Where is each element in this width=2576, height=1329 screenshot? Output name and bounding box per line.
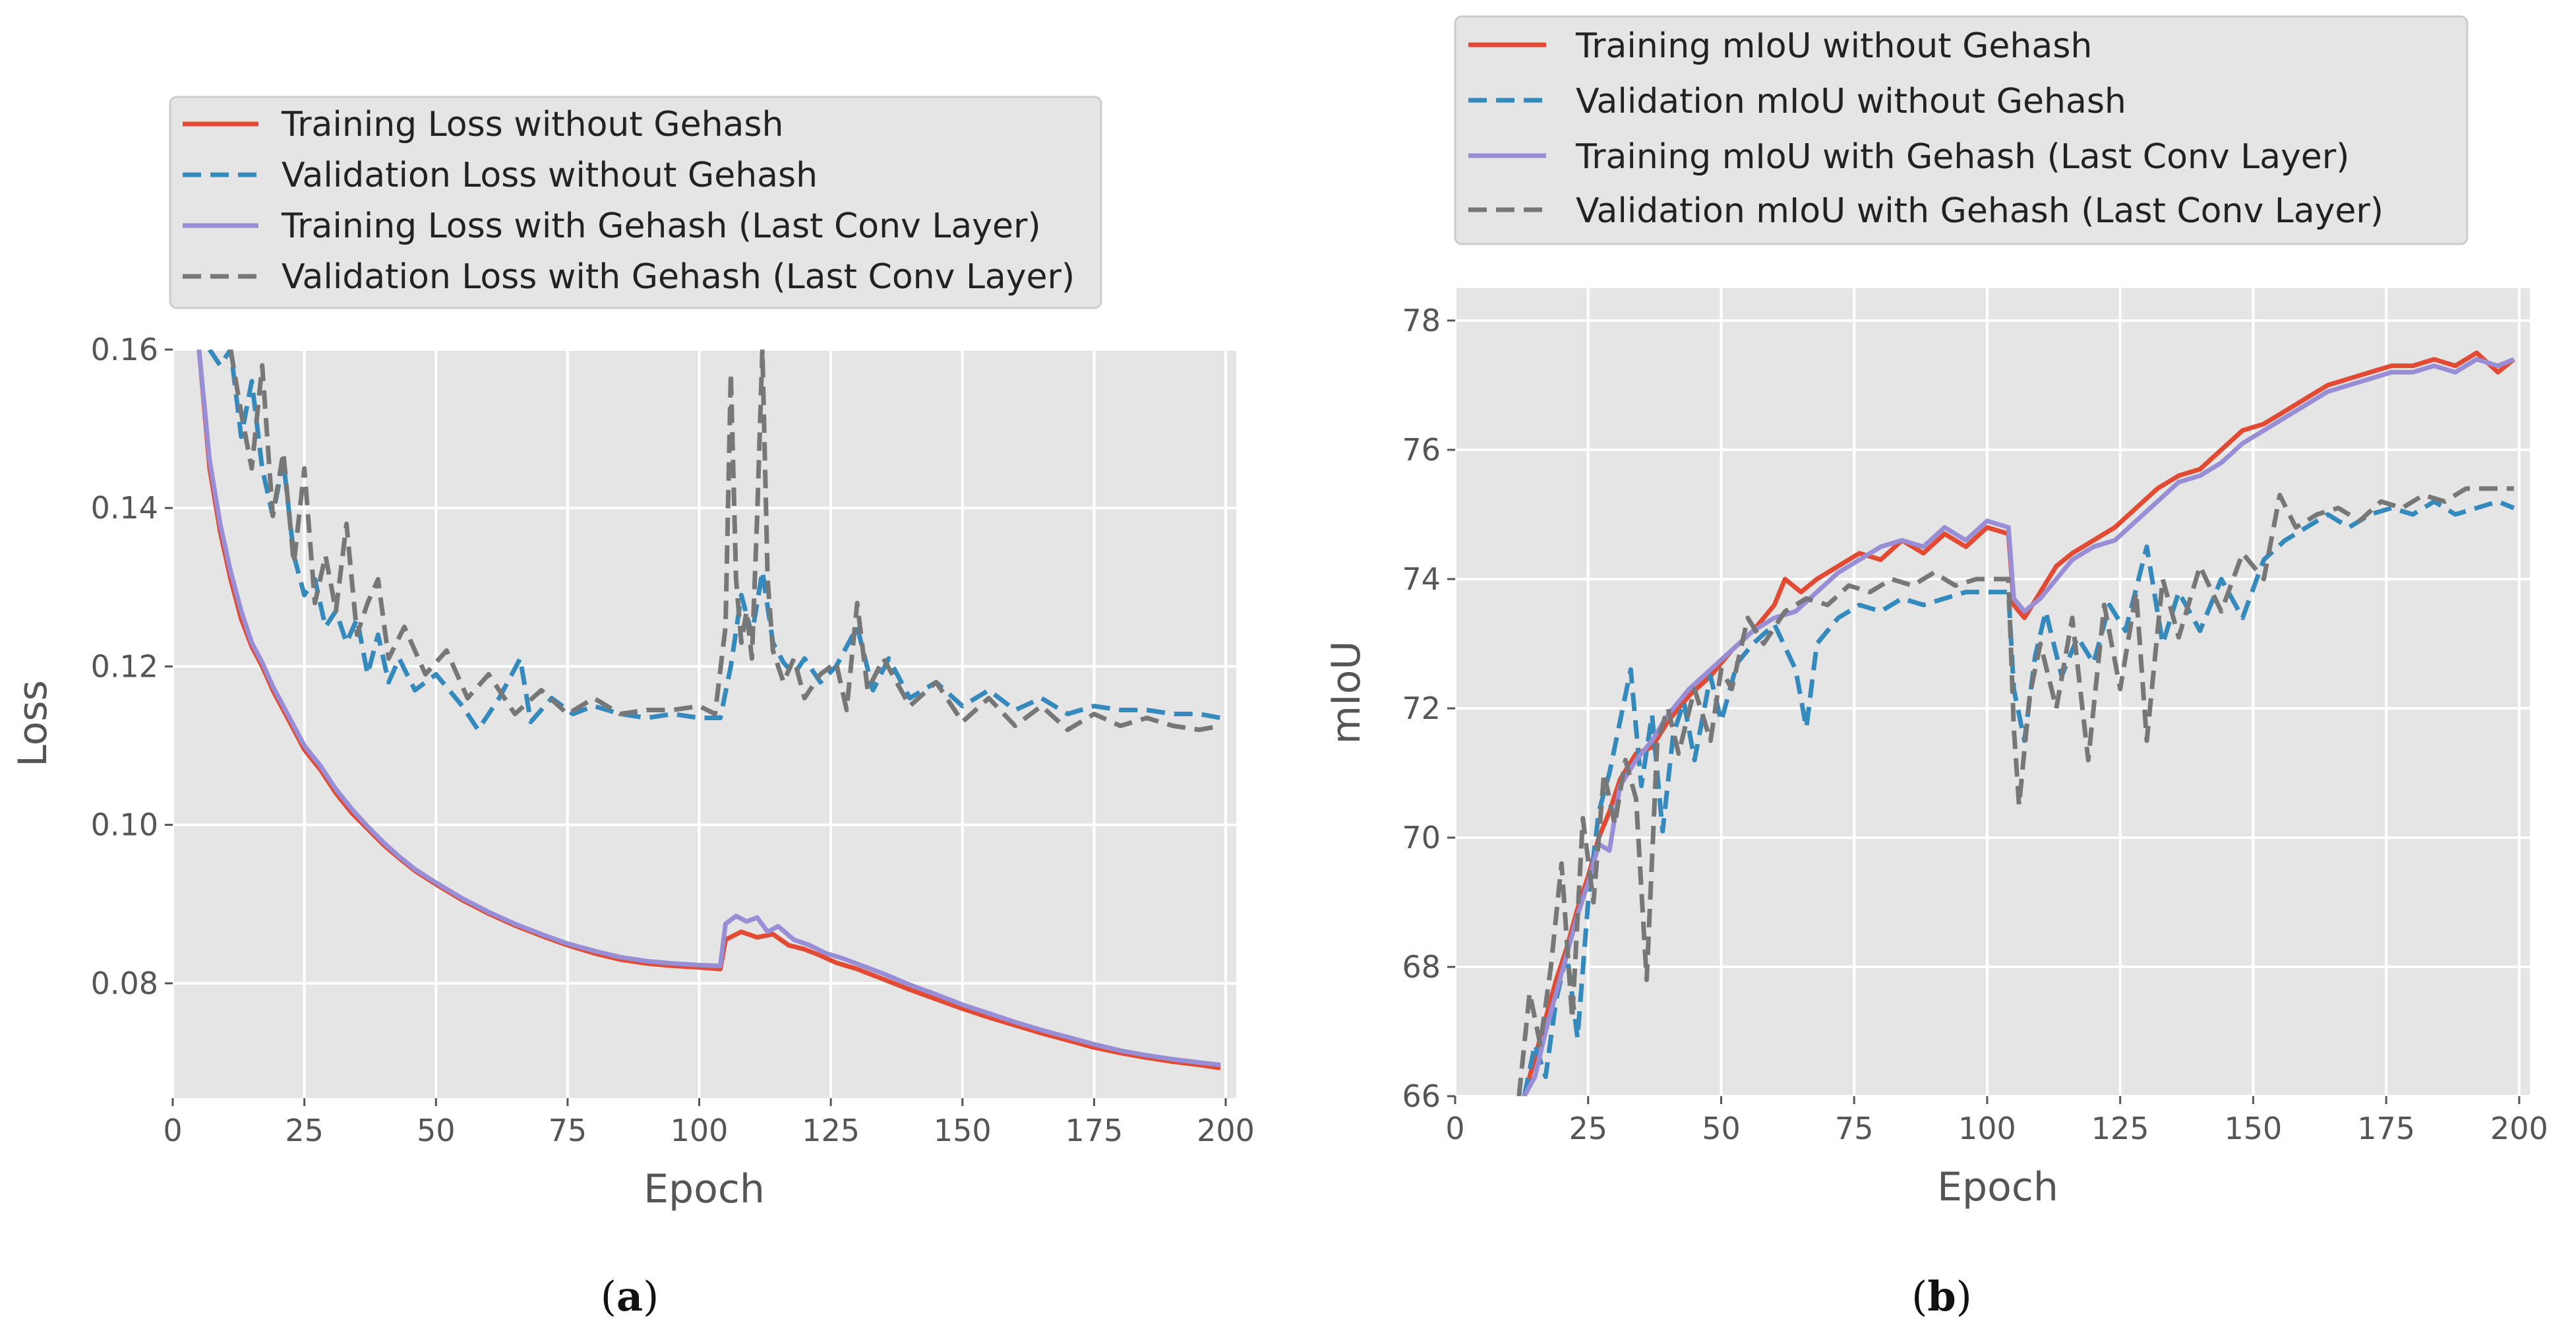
loss-series-lines	[196, 350, 1221, 1070]
loss-x-tick-175: 175	[1065, 1113, 1123, 1148]
miou-chart-caption: (b)	[1911, 1272, 1972, 1320]
miou-x-tick-175: 175	[2357, 1111, 2415, 1146]
loss-tick-labels: 0 25 50 75 100 125 150 175 200 0.08 0.10 0.12 0.14 0.…	[91, 332, 1255, 1148]
loss-legend-label-train-with: Training Loss with Gehash (Last Conv Lay…	[281, 206, 1041, 246]
miou-x-tick-100: 100	[1958, 1111, 2016, 1146]
loss-series-val-with-line	[228, 350, 1221, 732]
loss-y-tick-2: 0.12	[91, 648, 158, 684]
miou-x-axis-label: Epoch	[1937, 1164, 2058, 1210]
miou-x-tick-200: 200	[2490, 1111, 2548, 1146]
miou-legend-box	[1454, 15, 2469, 245]
loss-gridlines	[171, 348, 1236, 1098]
loss-legend: Training Loss without Gehash Validation …	[169, 96, 1102, 309]
loss-series-train-with-line	[196, 350, 1221, 1068]
miou-series-val-with-line	[1516, 486, 2514, 1096]
loss-legend-label-val-without: Validation Loss without Gehash	[282, 156, 818, 195]
miou-y-axis-label: mIoU	[1323, 641, 1369, 745]
miou-y-tick-1: 68	[1402, 949, 1441, 985]
loss-x-axis-label: Epoch	[644, 1166, 765, 1212]
loss-chart-panel: 0 25 50 75 100 125 150 175 200 0.08 0.10 0.12 0.14 0.…	[10, 96, 1255, 1320]
loss-x-tick-150: 150	[934, 1113, 992, 1148]
loss-legend-label-train-without: Training Loss without Gehash	[281, 105, 783, 144]
miou-x-tick-25: 25	[1569, 1111, 1607, 1146]
miou-plot-area	[1455, 288, 2530, 1096]
miou-tick-labels: 0 25 50 75 100 125 150 175 200 66 68 70 72 74 76 78	[1402, 303, 2548, 1146]
miou-gridlines	[1454, 288, 2530, 1097]
loss-x-tick-125: 125	[802, 1113, 860, 1148]
loss-x-tick-0: 0	[163, 1113, 182, 1148]
miou-y-tick-4: 74	[1402, 561, 1441, 597]
loss-legend-label-val-with: Validation Loss with Gehash (Last Conv L…	[282, 257, 1075, 297]
loss-x-tick-75: 75	[549, 1113, 587, 1148]
loss-y-tick-3: 0.14	[91, 490, 158, 526]
miou-x-tick-0: 0	[1445, 1111, 1464, 1146]
miou-y-tick-6: 78	[1402, 303, 1441, 338]
miou-legend-label-train-with: Training mIoU with Gehash (Last Conv Lay…	[1575, 137, 2349, 177]
miou-chart-panel: 0 25 50 75 100 125 150 175 200 66 68 70 72 74 76 78 Epo…	[1323, 15, 2548, 1320]
miou-x-tick-75: 75	[1835, 1111, 1874, 1146]
miou-x-tick-150: 150	[2224, 1111, 2282, 1146]
loss-y-tick-0: 0.08	[91, 966, 158, 1001]
loss-plot-area	[173, 350, 1236, 1098]
miou-x-tick-50: 50	[1702, 1111, 1741, 1146]
miou-y-tick-2: 70	[1402, 820, 1441, 855]
loss-legend-box	[169, 96, 1102, 309]
loss-y-tick-4: 0.16	[91, 332, 158, 367]
loss-x-tick-200: 200	[1197, 1113, 1255, 1148]
miou-legend-label-train-without: Training mIoU without Gehash	[1575, 26, 2092, 66]
loss-x-tick-100: 100	[671, 1113, 729, 1148]
miou-series-val-without-line	[1522, 499, 2515, 1096]
miou-legend: Training mIoU without Gehash Validation …	[1454, 15, 2469, 245]
loss-chart-caption: (a)	[601, 1272, 659, 1320]
miou-y-tick-5: 76	[1402, 432, 1441, 468]
miou-x-tick-125: 125	[2091, 1111, 2149, 1146]
miou-y-tick-3: 72	[1402, 691, 1441, 726]
miou-y-tick-0: 66	[1402, 1078, 1441, 1114]
miou-legend-label-val-without: Validation mIoU without Gehash	[1576, 82, 2126, 121]
miou-legend-label-val-with: Validation mIoU with Gehash (Last Conv L…	[1576, 191, 2383, 231]
loss-x-tick-50: 50	[417, 1113, 456, 1148]
loss-y-axis-label: Loss	[10, 680, 56, 767]
loss-y-tick-1: 0.10	[91, 807, 158, 843]
loss-x-tick-25: 25	[285, 1113, 324, 1148]
miou-series-lines	[1516, 350, 2516, 1096]
